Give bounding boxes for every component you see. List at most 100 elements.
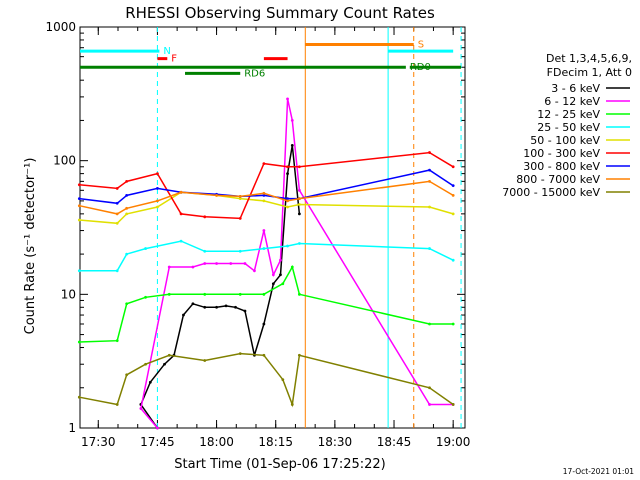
series-point [262,199,266,203]
series-point [167,292,171,296]
x-tick-label: 18:00 [199,435,234,449]
series-point [451,184,455,188]
series-point [179,190,183,194]
series-point [203,305,207,309]
series-point [148,380,152,384]
series-point [297,203,301,206]
series-point [215,305,218,309]
plot-frame [79,26,466,429]
series-point [451,258,455,262]
series-point [144,362,147,366]
series-point [286,244,289,248]
legend-label: 12 - 25 keV [537,108,600,121]
series-point [215,262,218,265]
series-line [79,169,454,205]
series-point [115,221,119,225]
series-point [286,199,289,203]
y-tick-label: 1 [68,421,76,435]
y-tick-label: 1000 [45,20,76,34]
series-point [77,183,81,187]
series-point [281,378,285,382]
series-point [125,252,129,256]
series-point [281,282,285,286]
series-point [203,262,207,265]
series-point [144,295,147,299]
series-point [156,172,159,176]
series-point [286,165,289,169]
series-point [191,265,195,269]
series-point [182,313,185,317]
series-point [428,179,431,183]
legend-label: 3 - 6 keV [551,82,600,95]
series-point [125,179,129,183]
series-point [428,322,431,326]
series-point [428,151,431,154]
series-point [179,212,183,216]
legend-label: 300 - 800 keV [523,160,600,173]
series-point [262,229,266,232]
series-point [262,292,266,296]
series-point [297,292,301,296]
series-point [290,144,294,147]
series-point [286,172,289,176]
series-point [262,353,266,357]
series-point [243,262,247,265]
series-point [238,249,242,253]
legend-label: 25 - 50 keV [537,121,600,134]
series-point [115,201,119,205]
series-point [229,262,233,265]
x-tick-label: 18:30 [318,435,353,449]
series-point [262,191,266,195]
series-point [77,204,81,208]
series-point [156,199,159,203]
series-line [79,180,454,215]
x-tick-label: 17:30 [81,435,116,449]
legend-header-line1: Det 1,3,4,5,6,9, [546,52,632,65]
series-point [77,269,81,273]
series-point [125,206,129,210]
series-point [297,165,301,169]
series-point [262,247,266,250]
plot-area: 17:30 17:45 18:00 18:15 18:30 18:45 19:00 1 10 10… [45,20,470,449]
series-point [451,322,455,326]
legend-label: 50 - 100 keV [530,134,600,147]
series-point [279,258,282,262]
state-bar-label: S [418,39,424,50]
series-point [234,305,237,309]
series-point [163,362,166,366]
series-point [167,353,171,357]
series-point [203,359,207,362]
series-point [203,215,207,219]
series-point [451,403,455,406]
series-point [286,205,289,209]
series-point [156,205,159,209]
series-point [262,162,266,166]
series-line [79,240,454,272]
series-point [451,193,455,197]
series-point [297,212,301,216]
x-axis-label: Start Time (01-Sep-06 17:25:22) [174,457,385,472]
series-point [428,403,431,406]
series-point [77,395,81,399]
series-point [238,292,242,296]
series-point [77,218,81,222]
series-point [238,352,242,356]
series-point [115,403,119,406]
x-tick-label: 19:00 [436,435,471,449]
series-point [271,282,275,286]
series-point [125,373,129,377]
series-point [428,247,431,250]
y-tick-label: 100 [53,154,76,168]
series-point [139,407,143,410]
series-point [238,216,242,220]
series-point [262,322,266,326]
series-point [125,302,129,306]
state-bar-label: F [171,54,177,65]
series-line [79,352,454,408]
series-point [203,249,207,253]
series-point [271,273,275,277]
series-point [243,309,247,313]
series-point [179,239,183,243]
legend-label: 7000 - 15000 keV [502,186,600,199]
